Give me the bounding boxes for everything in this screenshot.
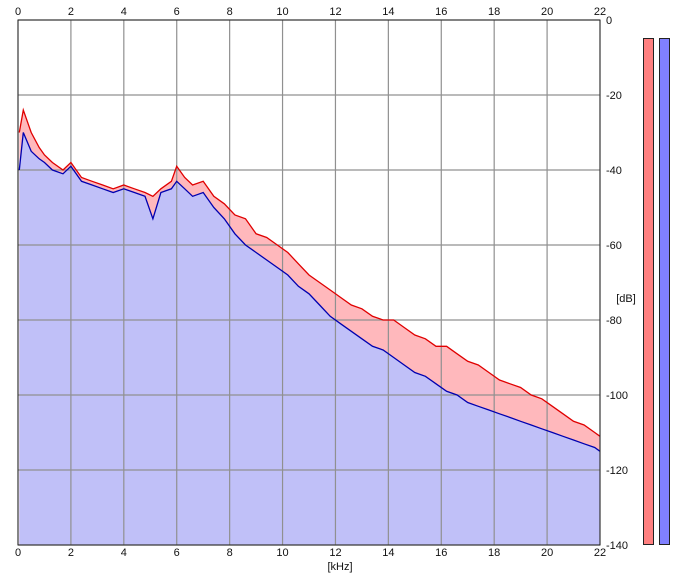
x-tick-labels-bottom: 0 2 4 6 8 10 12 14 16 18 20 22: [15, 547, 606, 559]
x-tick-label: 12: [329, 547, 341, 559]
series-1-area: [19, 132, 601, 545]
x-axis-label: [kHz]: [327, 561, 352, 573]
x-tick-label: 22: [594, 547, 606, 559]
x-tick-label: 18: [488, 6, 500, 18]
x-tick-label: 2: [68, 6, 74, 18]
spectrum-lines: [18, 107, 601, 452]
x-tick-label: 8: [227, 547, 233, 559]
y-tick-label: -120: [606, 465, 628, 477]
y-tick-label: -80: [606, 315, 622, 327]
x-tick-label: 8: [227, 6, 233, 18]
spectrum-fills: [19, 110, 601, 545]
y-axis-label: [dB]: [616, 293, 636, 305]
y-tick-label: -100: [606, 390, 628, 402]
x-tick-label: 2: [68, 547, 74, 559]
x-tick-label: 16: [435, 547, 447, 559]
series-1-line: [18, 132, 601, 452]
x-tick-label: 6: [174, 6, 180, 18]
y-tick-label: -20: [606, 90, 622, 102]
y-tick-label: -40: [606, 165, 622, 177]
x-tick-label: 20: [541, 547, 553, 559]
x-tick-label: 18: [488, 547, 500, 559]
x-tick-label: 4: [121, 6, 127, 18]
plot-frame: [17, 19, 601, 546]
x-tick-label: 6: [174, 547, 180, 559]
x-tick-label: 20: [541, 6, 553, 18]
right-level-meter: [659, 38, 670, 545]
x-tick-labels-top: 0 2 4 6 8 10 12 14 16 18 20 22: [15, 6, 606, 18]
y-tick-label: -60: [606, 240, 622, 252]
y-tick-labels: 0 -20 -40 -60 -80 -100 -120 -140: [606, 15, 628, 552]
x-tick-label: 14: [382, 547, 394, 559]
x-tick-label: 22: [594, 6, 606, 18]
x-tick-label: 0: [15, 547, 21, 559]
y-tick-label: 0: [606, 15, 612, 27]
x-tick-label: 0: [15, 6, 21, 18]
x-tick-label: 10: [276, 6, 288, 18]
x-tick-label: 16: [435, 6, 447, 18]
y-tick-label: -140: [606, 540, 628, 552]
x-tick-label: 14: [382, 6, 394, 18]
left-level-meter: [643, 38, 654, 545]
series-0-line: [18, 107, 601, 437]
x-tick-label: 12: [329, 6, 341, 18]
x-tick-label: 4: [121, 547, 127, 559]
x-tick-label: 10: [276, 547, 288, 559]
